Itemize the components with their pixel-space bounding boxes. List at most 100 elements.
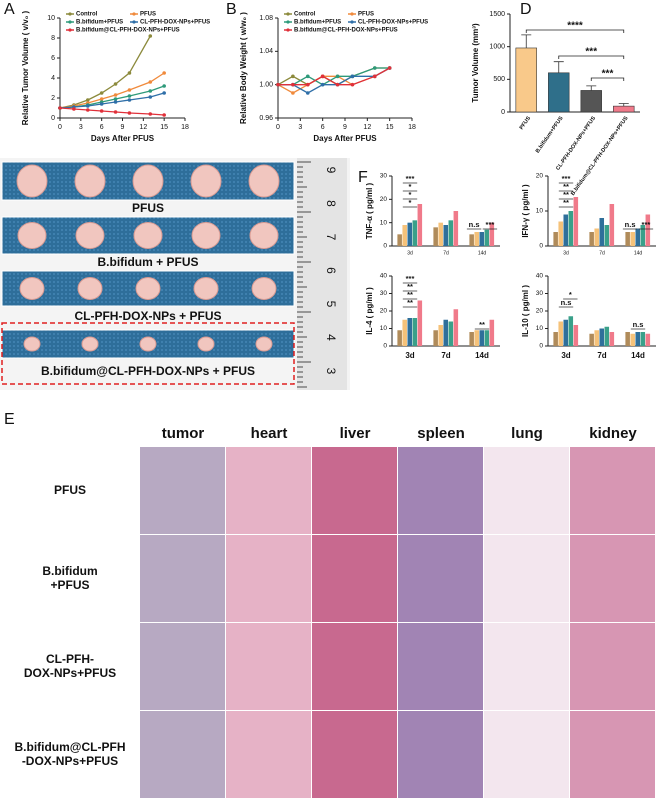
data-point [387, 66, 392, 70]
histology-image [398, 711, 483, 798]
panel-label: A [4, 1, 15, 18]
histology-image [226, 535, 311, 622]
bar [484, 229, 490, 246]
ruler-number: 5 [324, 301, 338, 308]
data-point [162, 84, 166, 88]
bar [479, 330, 485, 346]
legend-marker [132, 12, 136, 16]
x-axis-title: Days After PFUS [91, 134, 155, 143]
data-point [372, 74, 377, 79]
bar [515, 47, 537, 113]
ruler-number: 9 [324, 167, 338, 174]
bar [625, 232, 630, 246]
x-tick-label: 9 [121, 124, 125, 131]
histology-image [570, 711, 655, 798]
y-axis-title: IL-4 ( pg/ml ) [365, 287, 374, 335]
y-axis-title: TNF-α ( pg/ml ) [365, 182, 374, 239]
legend-label: PFUS [358, 12, 374, 18]
panel-label: B [226, 1, 237, 18]
y-tick-label: 0 [383, 243, 387, 250]
bar [407, 222, 413, 246]
group-label: CL-PFH-DOX-NPs + PFUS [74, 309, 221, 323]
y-tick-label: 0 [501, 109, 505, 116]
ruler-number: 4 [324, 334, 338, 341]
tumor-photo [135, 277, 161, 300]
legend-label: B.bifidum@CL-PFH-DOX-NPs+PFUS [294, 28, 398, 34]
tumor-photo [74, 164, 106, 198]
y-axis-title: IL-10 ( pg/ml ) [521, 285, 530, 337]
x-tick-label: 0 [58, 124, 62, 131]
y-tick-label: 10 [47, 15, 55, 22]
y-tick-label: 40 [536, 273, 544, 280]
significance-bracket [558, 55, 625, 59]
histology-image [312, 447, 397, 534]
legend-label: B.bifidum+PFUS [294, 20, 341, 26]
y-tick-label: 0 [383, 343, 387, 350]
x-tick-label: 14d [475, 351, 489, 360]
tumor-photo [77, 277, 103, 300]
x-tick-label: 6 [100, 124, 104, 131]
bar [625, 332, 630, 346]
significance-label: * [409, 198, 412, 207]
tumor-photo [16, 164, 48, 198]
bar [489, 222, 495, 246]
tumor-photo [255, 336, 273, 352]
row-label-line: DOX-NPs+PFUS [24, 666, 116, 680]
bar [448, 220, 454, 246]
histology-image [570, 447, 655, 534]
significance-label: ** [563, 190, 569, 199]
bar [635, 228, 641, 246]
bar [438, 325, 443, 346]
column-header: heart [251, 425, 288, 442]
histology-image [570, 535, 655, 622]
bar [645, 214, 651, 246]
ruler-number: 7 [324, 234, 338, 241]
x-tick-label: PFUS [519, 115, 533, 131]
bar [573, 325, 579, 346]
bar [548, 72, 570, 113]
data-point [291, 74, 295, 79]
series-line [59, 35, 151, 109]
bar [474, 330, 479, 346]
highlight-box [1, 322, 295, 385]
y-tick-label: 20 [380, 196, 388, 203]
significance-label: *** [642, 220, 651, 229]
histology-image [398, 447, 483, 534]
significance-label: *** [562, 174, 571, 183]
legend-marker [350, 12, 354, 16]
x-tick-label: 6 [321, 124, 325, 131]
group-label: PFUS [132, 201, 164, 215]
bar [594, 228, 599, 246]
column-header: kidney [589, 425, 637, 442]
group-label: B.bifidum@CL-PFH-DOX-NPs + PFUS [41, 364, 255, 378]
data-point [320, 82, 325, 87]
data-point [127, 98, 132, 102]
y-tick-label: 30 [380, 173, 388, 180]
row-label-line: B.bifidum@CL-PFH [14, 740, 125, 754]
error-bar [586, 85, 597, 91]
significance-label: n.s [625, 220, 636, 229]
x-tick-label: 18 [408, 124, 416, 131]
significance-label: n.s [633, 320, 644, 329]
histology-image [226, 447, 311, 534]
bar [469, 332, 474, 346]
legend-marker [68, 20, 72, 24]
bar [640, 332, 646, 346]
data-point [162, 91, 166, 95]
data-point [113, 110, 118, 114]
bar [640, 225, 646, 246]
significance-label: ** [407, 290, 413, 299]
histology-image [570, 623, 655, 710]
y-tick-label: 0 [539, 343, 543, 350]
y-tick-label: 1500 [489, 11, 505, 18]
tumor-photo [193, 277, 219, 300]
y-tick-label: 500 [493, 76, 505, 83]
bar [568, 316, 574, 346]
data-point [320, 74, 325, 79]
histology-image [312, 711, 397, 798]
data-point [162, 71, 166, 75]
data-point [305, 74, 310, 79]
tumor-photo [191, 222, 221, 249]
legend-marker [68, 28, 72, 32]
